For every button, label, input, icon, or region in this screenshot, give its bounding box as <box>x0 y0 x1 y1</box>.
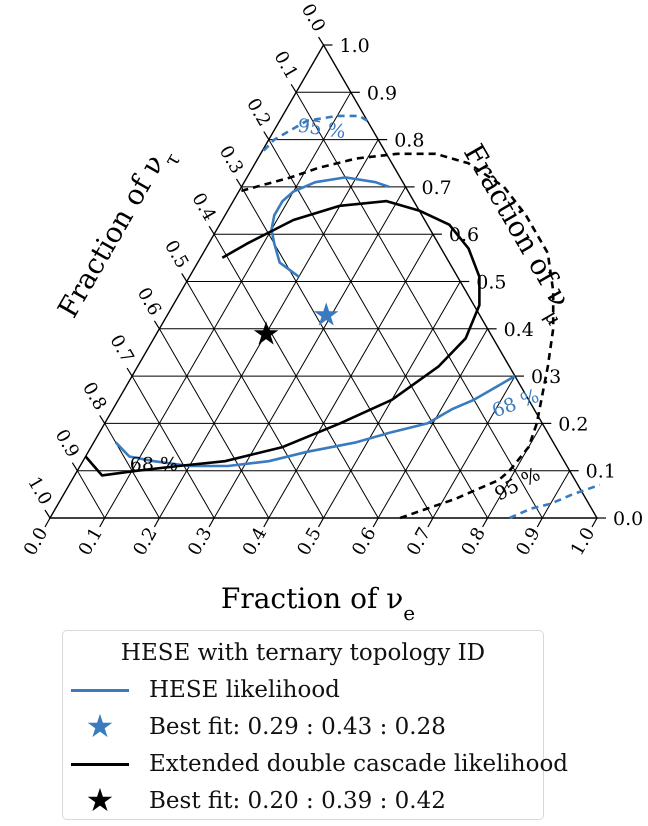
legend-entry-hese-line: HESE likelihood <box>63 676 543 706</box>
legend-label: Best fit: 0.20 : 0.39 : 0.42 <box>149 788 446 814</box>
tick-label-right: 0.7 <box>422 177 452 199</box>
hese-contour-95 <box>508 483 601 520</box>
tick-label-left: 0.6 <box>133 284 166 319</box>
edc-contour-95 <box>238 152 555 520</box>
tick-mark <box>153 517 160 528</box>
tick-label-bottom: 0.4 <box>239 524 272 559</box>
tick-mark <box>153 320 160 330</box>
legend-title: HESE with ternary topology ID <box>120 640 486 666</box>
legend-entry-hese-bestfit: ★ Best fit: 0.29 : 0.43 : 0.28 <box>63 709 543 743</box>
tick-mark <box>317 36 325 46</box>
tick-mark <box>44 517 51 528</box>
legend-label: Extended double cascade likelihood <box>149 751 569 777</box>
tick-label-bottom: 0.8 <box>457 524 490 559</box>
tick-label-left: 0.3 <box>215 142 248 177</box>
grid-line <box>487 423 543 519</box>
tick-mark <box>372 517 379 528</box>
tick-label-bottom: 0.0 <box>20 524 53 559</box>
black-line-swatch <box>71 763 129 766</box>
tick-label-right: 0.1 <box>586 461 616 483</box>
tick-mark <box>181 273 188 282</box>
hese-contour-95 <box>259 114 368 155</box>
tick-mark <box>71 462 78 472</box>
tick-label-right: 0.9 <box>367 82 397 104</box>
axis-title-bottom: Fraction of νe <box>221 582 415 625</box>
legend: HESE with ternary topology ID HESE likel… <box>62 630 568 820</box>
tick-mark <box>427 517 434 528</box>
tick-label-bottom: 0.1 <box>75 524 108 559</box>
tick-mark <box>482 517 489 528</box>
grid-line <box>158 328 270 519</box>
tick-label-left: 1.0 <box>23 473 56 508</box>
tick-label-left: 0.9 <box>51 426 84 461</box>
edc-best-fit-star: ★ <box>252 315 281 353</box>
ternary-chart: ★★ 95 %68 %95 %68 % 0.00.00.00.10.10.10.… <box>20 0 643 625</box>
tick-mark <box>317 517 325 528</box>
tick-label-bottom: 0.9 <box>512 524 545 559</box>
best-fit-markers: ★★ <box>252 296 341 353</box>
tick-label-bottom: 0.7 <box>403 524 436 559</box>
legend-entry-edc-line: Extended double cascade likelihood <box>63 750 568 780</box>
tick-label-left: 0.2 <box>242 95 275 130</box>
contour-level-label: 68 % <box>130 454 178 476</box>
tick-label-left: 0.7 <box>105 331 138 366</box>
legend-label: HESE likelihood <box>149 677 340 703</box>
contour-level-label: 68 % <box>489 385 542 422</box>
tick-mark <box>235 178 242 188</box>
tick-mark <box>126 367 133 377</box>
tick-label-bottom: 0.6 <box>348 524 381 559</box>
edc-contour-68 <box>84 199 481 477</box>
tick-mark <box>591 517 598 528</box>
tick-mark <box>536 517 543 528</box>
tick-label-right: 0.0 <box>613 508 643 530</box>
black-star-icon: ★ <box>85 781 115 819</box>
tick-label-left: 0.8 <box>78 379 111 414</box>
tick-mark <box>208 225 215 235</box>
contour-layer <box>84 114 601 520</box>
tick-label-right: 0.5 <box>476 272 506 294</box>
grid-line <box>186 281 324 519</box>
tick-label-left: 0.1 <box>269 47 302 82</box>
tick-mark <box>99 415 106 424</box>
tick-label-bottom: 0.5 <box>293 524 326 559</box>
grid-line <box>76 470 106 519</box>
tick-label-bottom: 0.2 <box>129 524 162 559</box>
blue-star-icon: ★ <box>85 707 115 745</box>
grid-line <box>541 470 571 519</box>
tick-mark <box>208 517 215 528</box>
tick-mark <box>263 517 270 528</box>
tick-label-right: 0.6 <box>449 224 479 246</box>
legend-label: Best fit: 0.29 : 0.43 : 0.28 <box>149 714 446 740</box>
tick-label-right: 0.2 <box>558 413 588 435</box>
hese-best-fit-star: ★ <box>312 296 341 334</box>
axis-title-left: Fraction of ντ <box>51 139 185 328</box>
grid-line <box>104 92 352 519</box>
tick-mark <box>44 509 51 519</box>
grid-line <box>377 328 489 519</box>
hese-contour-68 <box>270 176 390 278</box>
blue-line-swatch <box>71 689 129 692</box>
legend-entry-edc-bestfit: ★ Best fit: 0.20 : 0.39 : 0.42 <box>63 783 543 817</box>
tick-mark <box>263 131 270 140</box>
tick-label-bottom: 1.0 <box>567 524 600 559</box>
grid-line <box>213 186 406 519</box>
tick-mark <box>99 517 106 528</box>
grid-line <box>131 375 215 519</box>
tick-label-right: 0.4 <box>504 319 534 341</box>
tick-label-left: 0.5 <box>160 237 193 272</box>
tick-label-right: 0.8 <box>394 130 424 152</box>
tick-label-right: 1.0 <box>340 35 370 57</box>
tick-label-left: 0.0 <box>297 0 330 35</box>
contour-level-label: 95 % <box>491 463 544 505</box>
hese-contour-68 <box>114 374 516 468</box>
tick-label-bottom: 0.3 <box>184 524 217 559</box>
tick-label-left: 0.4 <box>187 189 220 224</box>
grid-line <box>432 375 516 519</box>
tick-mark <box>290 83 297 93</box>
tick-label-right: 0.3 <box>531 366 561 388</box>
contour-level-label: 95 % <box>296 115 347 144</box>
